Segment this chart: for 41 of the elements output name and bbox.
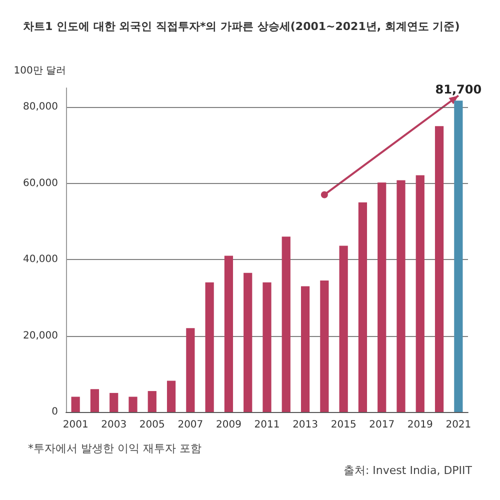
bar xyxy=(282,236,290,412)
x-tick-label: 2007 xyxy=(178,420,204,430)
bar xyxy=(148,391,156,412)
bar xyxy=(244,272,252,412)
y-tick-label: 60,000 xyxy=(23,178,58,189)
y-tick-label: 80,000 xyxy=(23,102,58,113)
y-tick-label: 40,000 xyxy=(23,254,58,266)
x-tick-label: 2015 xyxy=(330,420,356,430)
x-tick-label: 2001 xyxy=(62,420,88,430)
bar xyxy=(358,202,368,412)
bar xyxy=(378,182,386,412)
bar xyxy=(262,282,272,412)
bar xyxy=(128,396,138,412)
bar xyxy=(71,396,80,412)
bar xyxy=(434,126,444,412)
bar xyxy=(205,282,214,412)
x-tick-label: 2019 xyxy=(407,420,433,430)
bar xyxy=(166,380,176,412)
chart-title: 차트1 인도에 대한 외국인 직접투자*의 가파른 상승세(2001~2021년, 회계연도 기준) xyxy=(23,20,460,33)
x-tick-label: 2003 xyxy=(101,420,127,430)
bar xyxy=(110,392,118,412)
bar xyxy=(396,180,406,412)
x-tick-label: 2013 xyxy=(292,420,318,430)
data-label: 81,700 xyxy=(435,82,482,97)
source-note: 출처: Invest India, DPIIT xyxy=(343,464,472,477)
x-tick-label: 2005 xyxy=(139,420,165,430)
bar xyxy=(339,246,348,412)
bar xyxy=(90,389,100,412)
y-tick-label: 20,000 xyxy=(23,330,58,342)
bar xyxy=(300,286,310,412)
text: *투자에서 발생한 이익 재투자 포함 xyxy=(28,442,202,455)
x-tick-label: 2011 xyxy=(254,420,280,430)
bar xyxy=(320,280,329,412)
y-axis-title: 100만 달러 xyxy=(14,66,66,76)
bar xyxy=(224,256,234,412)
x-tick-label: 2021 xyxy=(446,420,472,430)
bar xyxy=(186,328,195,412)
bar xyxy=(416,175,424,412)
x-tick-label: 2017 xyxy=(369,420,395,430)
x-tick-label: 2009 xyxy=(216,420,242,430)
y-tick-label: 0 xyxy=(52,406,58,418)
